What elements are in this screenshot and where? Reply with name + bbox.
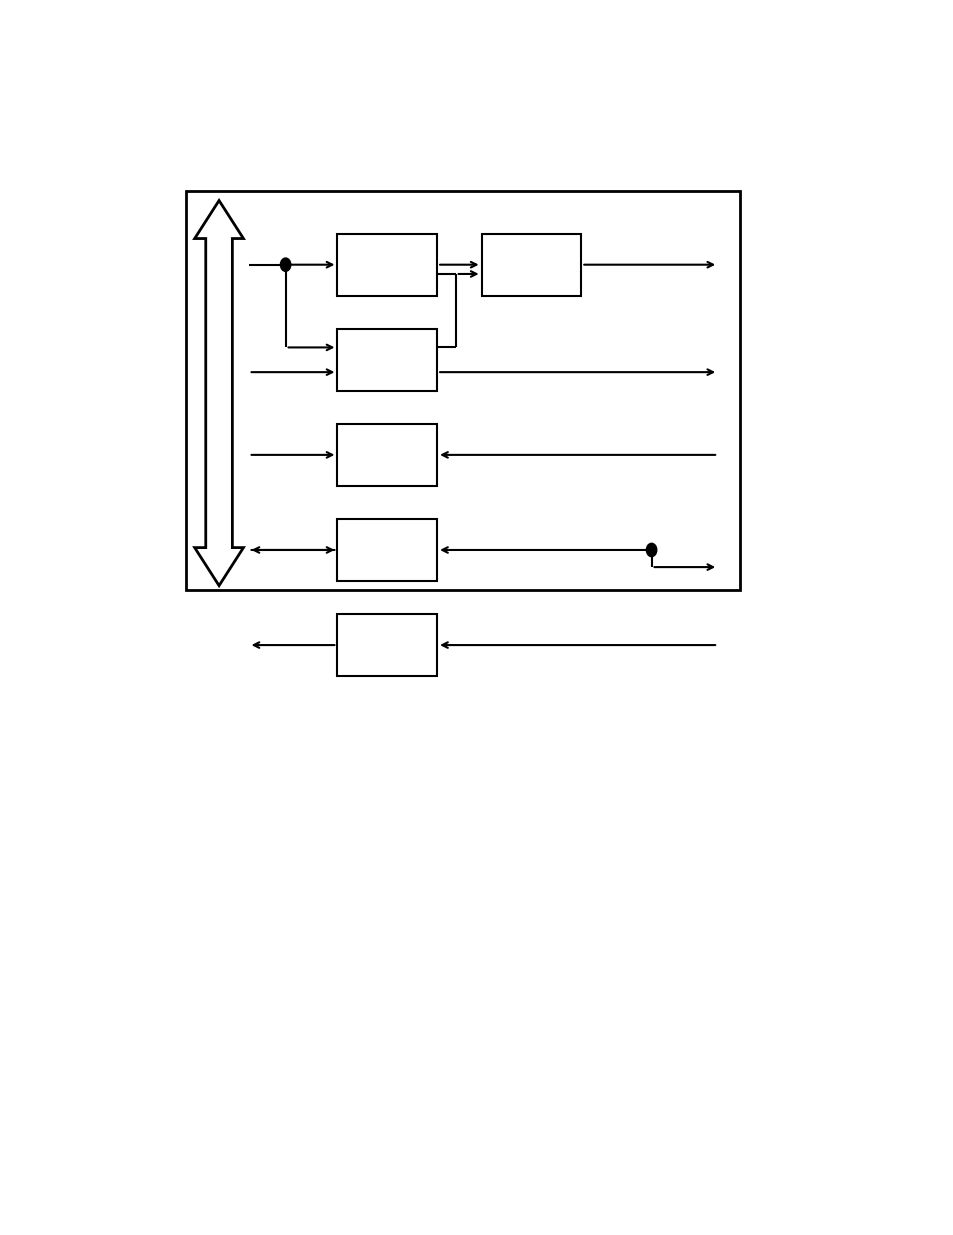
Polygon shape (194, 200, 243, 585)
Bar (337, 233, 436, 295)
Bar (186, 191, 740, 590)
Circle shape (280, 258, 291, 272)
Bar (337, 329, 436, 390)
Bar (337, 614, 436, 676)
Bar (481, 233, 580, 295)
Bar (337, 519, 436, 580)
Bar (337, 424, 436, 485)
Circle shape (646, 543, 656, 557)
